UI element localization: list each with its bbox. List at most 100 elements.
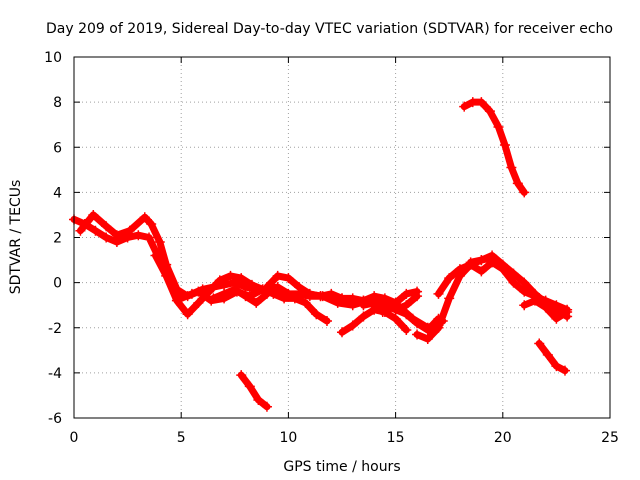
data-point <box>182 291 193 302</box>
data-point <box>101 232 112 243</box>
data-point <box>337 327 347 338</box>
data-point <box>433 322 444 333</box>
y-tick-label: -6 <box>48 411 62 427</box>
data-point <box>551 304 562 315</box>
data-point <box>193 297 204 308</box>
data-point <box>493 121 504 132</box>
data-point <box>208 293 219 304</box>
data-point <box>283 273 294 284</box>
data-point <box>444 293 455 304</box>
data-point <box>476 266 487 277</box>
data-point <box>540 302 551 313</box>
data-point <box>562 306 573 317</box>
data-point <box>401 300 412 311</box>
series-track-6 <box>337 304 412 338</box>
data-point <box>534 338 545 349</box>
data-point <box>311 309 322 320</box>
data-point <box>124 225 135 236</box>
data-point <box>214 275 225 286</box>
data-point <box>326 288 337 299</box>
axis-ticks: 0 5 10 15 20 25 -6 -4 -2 0 2 4 6 8 10 <box>44 50 619 446</box>
data-point <box>484 106 495 117</box>
data-point <box>90 225 101 236</box>
data-point <box>294 282 305 293</box>
data-point <box>390 313 401 324</box>
data-point <box>412 329 423 340</box>
data-point <box>204 286 215 297</box>
data-point <box>519 300 530 311</box>
series-band <box>467 252 571 320</box>
data-point <box>246 279 257 290</box>
x-tick-label: 25 <box>601 430 619 446</box>
y-tick-label: 2 <box>53 231 62 247</box>
data-point <box>272 282 283 293</box>
data-point <box>506 162 517 173</box>
data-point <box>551 361 562 372</box>
series-track-12 <box>459 97 530 198</box>
data-point <box>133 230 144 241</box>
data-point <box>139 212 150 223</box>
x-tick-label: 5 <box>177 430 186 446</box>
data-point <box>261 282 272 293</box>
data-point <box>240 291 251 302</box>
data-point <box>236 273 247 284</box>
data-point <box>161 270 172 281</box>
y-axis-label: SDTVAR / TECUs <box>8 180 24 295</box>
y-tick-label: 8 <box>53 95 62 111</box>
y-tick-label: 6 <box>53 140 62 156</box>
data-point <box>542 349 553 360</box>
data-point <box>182 309 193 320</box>
y-tick-label: -4 <box>48 366 62 382</box>
data-point <box>551 313 562 324</box>
data-point <box>337 293 347 304</box>
data-point <box>300 297 311 308</box>
data-point <box>358 300 369 311</box>
data-point <box>236 370 247 381</box>
x-tick-label: 20 <box>494 430 512 446</box>
data-point <box>315 291 326 302</box>
data-point <box>225 270 236 281</box>
data-point <box>559 365 570 376</box>
y-tick-label: 10 <box>44 50 62 66</box>
data-point <box>476 255 487 266</box>
data-point <box>279 293 290 304</box>
series-track-3 <box>150 250 332 326</box>
data-point <box>422 334 433 345</box>
data-point <box>347 293 358 304</box>
data-point <box>401 325 412 336</box>
x-tick-label: 0 <box>70 430 79 446</box>
data-point <box>529 295 540 306</box>
data-point <box>519 286 530 297</box>
data-point <box>454 264 465 275</box>
data-point <box>244 381 255 392</box>
data-point <box>146 218 157 229</box>
data-point <box>171 295 182 306</box>
data-point <box>379 295 390 306</box>
data-series <box>69 97 573 412</box>
data-point <box>476 97 487 108</box>
data-point <box>88 209 99 220</box>
data-point <box>401 288 412 299</box>
data-point <box>459 101 470 112</box>
data-point <box>467 97 478 108</box>
data-point <box>253 394 264 405</box>
data-point <box>75 225 86 236</box>
series-track-11 <box>519 295 573 324</box>
data-point <box>321 315 332 326</box>
data-point <box>487 250 498 261</box>
data-point <box>347 320 358 331</box>
data-point <box>433 288 444 299</box>
x-axis-label: GPS time / hours <box>283 459 400 475</box>
data-point <box>444 273 455 284</box>
data-point <box>251 297 262 308</box>
data-point <box>272 270 283 281</box>
data-point <box>369 297 380 308</box>
data-point <box>289 293 300 304</box>
data-point <box>497 259 508 270</box>
data-point <box>465 257 476 268</box>
data-point <box>150 250 161 261</box>
data-point <box>229 284 240 295</box>
data-point <box>422 322 433 333</box>
data-point <box>304 288 315 299</box>
data-point <box>379 306 390 317</box>
